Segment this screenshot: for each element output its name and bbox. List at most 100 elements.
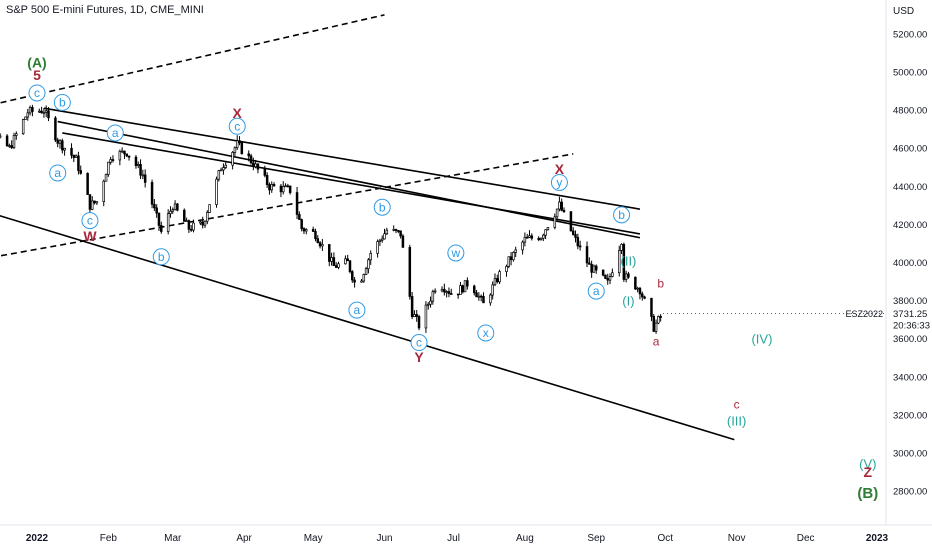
wave-label: a (354, 303, 361, 317)
candle-body (523, 236, 527, 243)
candle-body (240, 142, 244, 155)
candle-body (449, 293, 453, 295)
candle-body (42, 111, 46, 114)
trend-line (62, 132, 641, 235)
candle-body (641, 293, 644, 298)
wave-label: (IV) (751, 332, 772, 347)
candle-body (399, 230, 402, 237)
candle-body (525, 236, 529, 239)
wave-label: c (734, 397, 740, 411)
candle-body (286, 185, 290, 188)
candle-body (79, 170, 82, 174)
candle-body (123, 150, 126, 155)
candle-body (385, 229, 389, 235)
candle-body (424, 304, 428, 329)
price-axis-unit: USD (893, 6, 914, 17)
candle-body (77, 155, 80, 171)
candle-body (592, 265, 596, 273)
time-tick-label: Sep (587, 533, 605, 544)
candle-body (155, 207, 158, 214)
candle-body (493, 278, 497, 286)
candle-body (378, 239, 382, 242)
candle-body (466, 280, 469, 287)
candle-body (5, 135, 9, 147)
price-tick-label: 2800.00 (893, 487, 927, 498)
candle-body (383, 233, 386, 240)
candle-body (643, 296, 646, 299)
candle-body (461, 285, 465, 293)
price-tick-label: 5200.00 (893, 29, 927, 40)
candle-body (362, 274, 366, 282)
candle-body (233, 147, 237, 153)
wave-label: c (34, 86, 40, 100)
wave-label-circle (228, 117, 246, 135)
candle-body (491, 284, 494, 296)
candle-body (546, 227, 550, 231)
candle-body (578, 245, 582, 248)
wave-label: w (451, 246, 461, 260)
wave-label: c (234, 119, 240, 133)
candle-body (40, 110, 43, 114)
wave-label-circle (28, 84, 46, 102)
candle-body (222, 167, 225, 171)
candle-body (298, 214, 301, 220)
price-tick-label: 3400.00 (893, 372, 927, 383)
time-tick-label: Oct (657, 533, 673, 544)
wave-label: X (233, 105, 243, 121)
candle-body (153, 203, 156, 209)
candle-body (415, 314, 418, 317)
wave-label: (A) (27, 54, 46, 70)
wave-label: a (593, 284, 600, 298)
candle-body (608, 276, 612, 281)
candle-body (26, 112, 30, 118)
wave-label-circle (348, 301, 366, 319)
candle-body (514, 249, 517, 253)
candle-body (150, 182, 154, 205)
candle-body (281, 186, 285, 193)
candle-body (206, 212, 209, 222)
candle-body (659, 316, 662, 318)
candle-body (479, 295, 483, 298)
candle-body (636, 287, 639, 290)
wave-label-circle (106, 124, 124, 142)
candle-body (321, 244, 324, 247)
candle-body (627, 273, 630, 278)
price-tick-label: 4000.00 (893, 258, 927, 269)
candle-body (176, 203, 179, 211)
candle-body (348, 260, 352, 272)
candle-body (537, 237, 540, 241)
wave-label: (V) (859, 456, 876, 471)
candle-body (475, 292, 478, 298)
candle-body (125, 153, 129, 157)
candle-body (604, 274, 607, 279)
candle-body (249, 155, 253, 164)
candle-body (594, 265, 598, 271)
candle-body (21, 119, 25, 134)
chart-title: S&P 500 E-mini Futures, 1D, CME_MINI (6, 4, 204, 16)
candle-body (463, 280, 467, 293)
candle-body (302, 228, 306, 232)
candle-body (8, 145, 11, 147)
candle-body (160, 225, 163, 232)
candle-body (569, 211, 573, 232)
candle-body (31, 107, 34, 112)
wave-label-circle (587, 282, 605, 300)
candle-body (622, 244, 626, 280)
wave-label: c (87, 214, 93, 228)
candle-body (47, 110, 50, 119)
candle-body (12, 135, 16, 149)
candle-body (417, 316, 421, 329)
candle-body (606, 278, 609, 281)
candle-body (28, 107, 32, 114)
candle-body (265, 175, 269, 185)
wave-label: b (618, 208, 625, 222)
candle-body (93, 200, 96, 204)
candle-body (334, 265, 338, 268)
wave-label-circle (410, 334, 428, 352)
candle-body (489, 294, 492, 304)
candle-body (90, 200, 94, 210)
candle-body (118, 151, 122, 161)
candle-body (318, 242, 322, 247)
candle-body (521, 241, 524, 251)
